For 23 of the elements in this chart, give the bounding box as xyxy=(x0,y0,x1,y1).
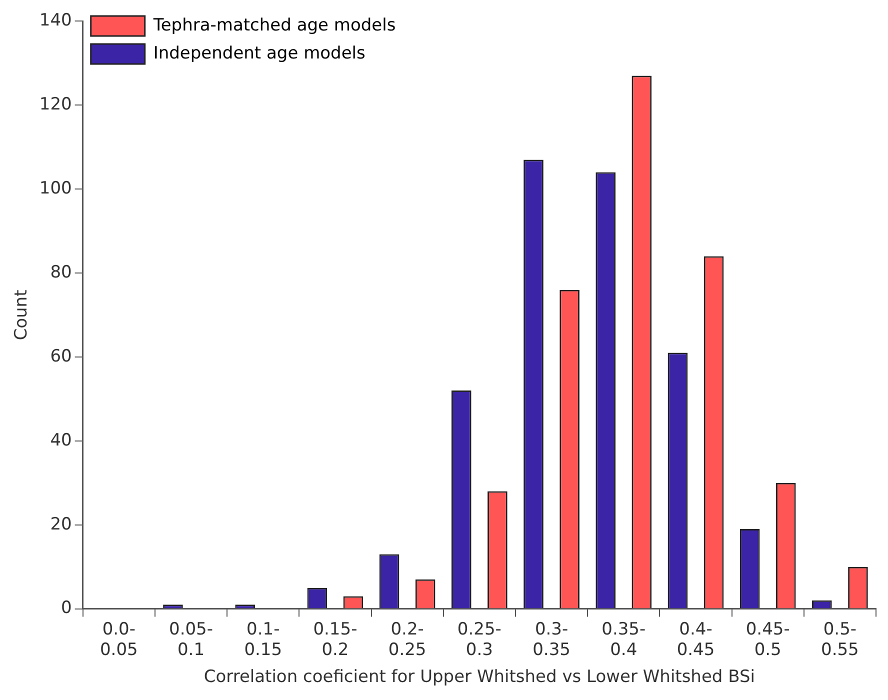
x-tick-label: 0.45- 0.5 xyxy=(746,619,790,660)
y-tick-label: 140 xyxy=(39,10,72,31)
y-tick-label: 0 xyxy=(61,598,72,618)
y-tick-label: 100 xyxy=(39,178,72,199)
legend-label: Tephra-matched age models xyxy=(152,15,396,36)
x-tick-label: 0.1- 0.15 xyxy=(244,619,282,660)
y-tick-label: 60 xyxy=(50,346,72,366)
x-tick-label: 0.3- 0.35 xyxy=(532,619,570,660)
legend-label: Independent age models xyxy=(153,43,366,64)
x-axis-title: Correlation coeficient for Upper Whitshed vs Lower Whitshed BSi xyxy=(204,667,755,688)
x-tick-label: 0.2- 0.25 xyxy=(388,619,426,660)
y-tick-label: 120 xyxy=(39,94,72,115)
x-tick-label: 0.05- 0.1 xyxy=(169,619,214,660)
x-tick-label: 0.25- 0.3 xyxy=(457,619,502,660)
y-axis-title: Count xyxy=(12,289,32,340)
y-tick-label: 20 xyxy=(50,514,72,534)
x-tick-label: 0.0- 0.05 xyxy=(100,619,138,660)
y-tick-label: 80 xyxy=(50,262,72,282)
x-tick-label: 0.4- 0.45 xyxy=(676,619,715,660)
x-tick-label: 0.15- 0.2 xyxy=(313,619,358,660)
y-tick-label: 40 xyxy=(50,430,72,450)
x-tick-label: 0.5- 0.55 xyxy=(821,619,859,660)
x-tick-label: 0.35- 0.4 xyxy=(602,619,646,660)
